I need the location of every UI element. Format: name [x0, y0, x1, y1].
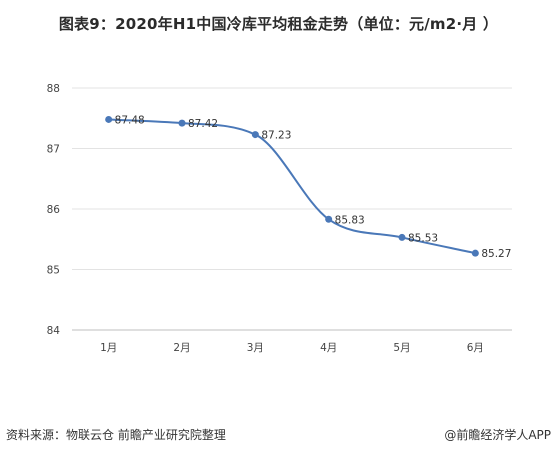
x-tick-label: 5月: [393, 342, 410, 354]
y-tick-label: 86: [47, 204, 61, 216]
data-point: [105, 115, 113, 123]
data-point: [251, 131, 259, 139]
data-points: [105, 115, 479, 257]
chart-title: 图表9：2020年H1中国冷库平均租金走势（单位：元/m2·月 ）: [58, 15, 499, 33]
credit-note: @前瞻经济学人APP: [444, 428, 551, 442]
data-point: [178, 119, 186, 127]
x-tick-label: 6月: [467, 342, 484, 354]
data-label: 85.53: [408, 232, 438, 244]
x-tick-label: 1月: [100, 342, 117, 354]
source-note: 资料来源：物联云仓 前瞻产业研究院整理: [6, 428, 226, 442]
x-tick-label: 2月: [173, 342, 190, 354]
x-tick-label: 3月: [247, 342, 264, 354]
y-tick-label: 88: [47, 83, 60, 95]
data-label: 85.83: [335, 214, 365, 226]
data-labels: 87.48 87.42 87.23 85.83 85.53 85.27: [115, 114, 512, 260]
data-label: 87.48: [115, 114, 145, 126]
y-tick-label: 87: [47, 144, 60, 156]
y-axis-ticks: 84 85 86 87 88: [47, 83, 61, 337]
grid-lines: [72, 87, 512, 331]
x-axis-ticks: 1月 2月 3月 4月 5月 6月: [100, 342, 484, 354]
y-tick-label: 85: [47, 265, 60, 277]
data-point: [398, 233, 406, 241]
data-label: 87.23: [261, 130, 291, 142]
x-tick-label: 4月: [320, 342, 337, 354]
data-point: [325, 215, 333, 223]
series-line: [108, 118, 476, 255]
footer: 资料来源：物联云仓 前瞻产业研究院整理 @前瞻经济学人APP: [6, 426, 551, 443]
y-tick-label: 84: [47, 325, 61, 337]
data-point: [471, 249, 479, 257]
data-label: 85.27: [481, 248, 511, 260]
data-label: 87.42: [188, 118, 218, 130]
